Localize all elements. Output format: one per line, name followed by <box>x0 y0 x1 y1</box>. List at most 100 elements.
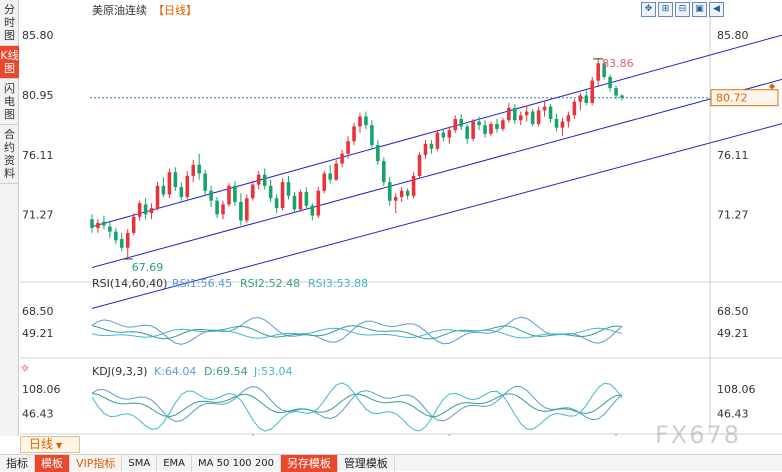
save-template-button[interactable]: 另存模板 <box>280 454 338 472</box>
candle-body <box>382 161 386 183</box>
y-tick-label-right: 71.27 <box>717 209 749 222</box>
candle-body <box>542 106 547 111</box>
chart-toolbar: ✥ ⊞ ⊟ ▣ ◀ <box>641 2 724 17</box>
candle-body <box>286 182 291 196</box>
candle-body <box>477 121 481 126</box>
tab-flash[interactable]: 闪电图 <box>0 79 19 125</box>
candle-body <box>90 219 94 228</box>
ema-button[interactable]: EMA <box>157 454 193 472</box>
candle-body <box>292 195 297 210</box>
candle-body <box>251 184 255 199</box>
indicator-y-tick-left: 49.21 <box>22 327 54 340</box>
candle-body <box>358 116 362 127</box>
candle-body <box>370 125 374 145</box>
rsi-value-3: RSI3:53.88 <box>308 277 368 290</box>
candle-body <box>417 154 422 176</box>
candle-body <box>483 125 487 134</box>
indicators-button[interactable]: 指标 <box>0 454 35 472</box>
candle-body <box>453 119 458 131</box>
crosshair-icon[interactable]: ✥ <box>641 2 656 17</box>
candle-body <box>608 76 612 89</box>
indicator-toolbar: 指标 模板 VIP指标 SMA EMA MA 50 100 200 另存模板 管… <box>0 454 782 472</box>
indicator-y-tick-right: 46.43 <box>717 407 749 420</box>
kdj-value-3: J:53.04 <box>253 365 292 378</box>
channel-line-upper <box>91 34 782 228</box>
indicator-y-tick-right: 108.06 <box>717 383 756 396</box>
candle-body <box>411 175 416 196</box>
candle-body <box>441 132 446 138</box>
candle-body <box>310 205 315 216</box>
candle-body <box>495 123 499 129</box>
tab-kline[interactable]: K线图 <box>0 46 19 79</box>
candle-body <box>352 126 356 142</box>
kline-chart[interactable]: 85.8085.8080.9580.9576.1176.1171.2771.27… <box>20 0 782 436</box>
candle-body <box>119 239 124 248</box>
candle-body <box>614 88 618 96</box>
vip-indicators-button[interactable]: VIP指标 <box>70 454 123 472</box>
current-price-box <box>710 89 779 107</box>
y-tick-label-right: 85.80 <box>717 29 749 42</box>
scroll-left-icon[interactable]: ◀ <box>709 2 724 17</box>
y-tick-label-right: 76.11 <box>717 149 749 162</box>
tab-contract-info[interactable]: 合约资料 <box>0 125 19 184</box>
candle-body <box>268 185 273 199</box>
templates-button[interactable]: 模板 <box>35 454 70 472</box>
manage-templates-button[interactable]: 管理模板 <box>338 454 395 472</box>
candle-body <box>203 173 207 191</box>
sma-button[interactable]: SMA <box>122 454 158 472</box>
ma-presets-button[interactable]: MA 50 100 200 <box>192 454 281 472</box>
candle-body <box>387 182 392 201</box>
candle-body <box>501 120 505 129</box>
candle-body <box>167 172 172 195</box>
candle-body <box>221 204 225 215</box>
indicator-y-tick-left: 68.50 <box>22 305 54 318</box>
candle-body <box>191 164 196 176</box>
candle-body <box>102 221 106 226</box>
fit-screen-icon[interactable]: ▣ <box>692 2 707 17</box>
candle-body <box>429 143 434 149</box>
candle-body <box>137 203 142 217</box>
candle-body <box>256 174 261 185</box>
candle-body <box>435 132 440 149</box>
channel-line-middle <box>91 78 782 269</box>
candle-body <box>274 198 279 209</box>
candle-body <box>298 192 303 210</box>
candle-body <box>322 173 327 191</box>
candle-body <box>620 95 624 98</box>
candle-body <box>179 187 184 197</box>
period-tab-label: 日线 <box>29 437 54 451</box>
candle-body <box>173 172 178 188</box>
indicator-y-tick-left: 108.06 <box>22 383 61 396</box>
candle-body <box>393 196 398 201</box>
channel-line-lower <box>91 123 782 309</box>
candle-body <box>590 80 595 103</box>
kdj-label: KDJ(9,3,3) <box>92 365 148 378</box>
candle-body <box>554 119 559 128</box>
candle-body <box>530 111 535 124</box>
period-tab-daily[interactable]: 日线 ▼ <box>20 436 80 453</box>
candle-body <box>584 95 589 103</box>
candle-body <box>471 121 475 139</box>
y-tick-label-left: 76.11 <box>22 149 54 162</box>
candle-body <box>131 216 136 233</box>
rsi-label: RSI(14,60,40) <box>92 277 167 290</box>
tab-timeshare[interactable]: 分时图 <box>0 0 19 46</box>
candle-body <box>560 121 565 128</box>
indicator-y-tick-right: 49.21 <box>717 327 749 340</box>
current-price-label: 80.72 <box>716 92 748 105</box>
candle-body <box>239 201 243 221</box>
indicator-y-tick-left: 46.43 <box>22 407 54 420</box>
zoom-out-icon[interactable]: ⊟ <box>675 2 690 17</box>
candle-body <box>423 143 428 155</box>
candle-body <box>578 95 583 102</box>
kdj-value-2: D:69.54 <box>204 365 248 378</box>
chart-type-sidebar: 分时图 K线图 闪电图 合约资料 <box>0 0 19 436</box>
price-marker-arrow: ◆ <box>769 82 776 91</box>
watermark: FX678 <box>655 421 742 449</box>
candle-body <box>340 153 344 164</box>
candle-body <box>328 173 332 180</box>
candle-body <box>262 174 267 186</box>
candle-body <box>96 222 100 228</box>
zoom-in-icon[interactable]: ⊞ <box>658 2 673 17</box>
candle-body <box>447 130 452 138</box>
